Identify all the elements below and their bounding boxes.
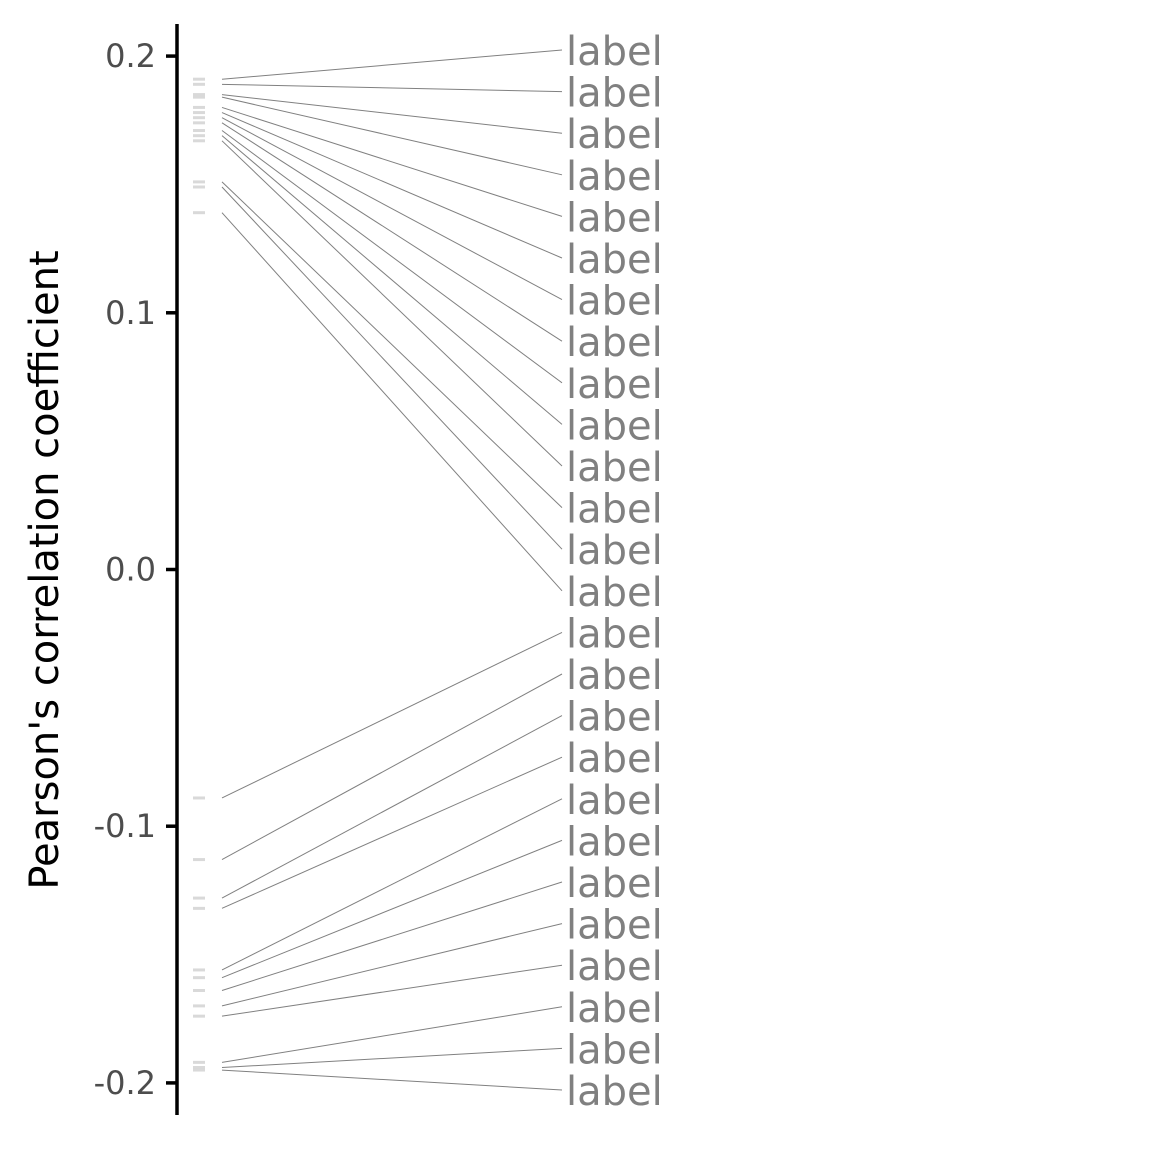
label-connector xyxy=(221,212,563,592)
label-connector xyxy=(221,923,563,1007)
point-label: label xyxy=(566,362,663,408)
label-connector xyxy=(221,140,563,467)
label-connector xyxy=(221,106,563,217)
point-label: label xyxy=(566,71,663,117)
point-label: label xyxy=(566,986,663,1032)
label-connector xyxy=(221,181,563,508)
point-label: label xyxy=(566,403,663,449)
label-connector xyxy=(221,715,563,899)
label-connector xyxy=(221,631,563,799)
point-label: label xyxy=(566,778,663,824)
y-tick-label: -0.1 xyxy=(94,807,156,845)
label-connector xyxy=(221,1006,563,1063)
label-connector xyxy=(221,117,563,301)
point-markers xyxy=(193,77,205,1072)
label-connector xyxy=(221,964,563,1017)
point-label: label xyxy=(566,154,663,200)
point-label: label xyxy=(566,944,663,990)
label-connector xyxy=(221,96,563,176)
point-label: label xyxy=(566,819,663,865)
label-connector xyxy=(221,881,563,991)
point-label: label xyxy=(566,736,663,782)
point-label: label xyxy=(566,653,663,699)
point-label: label xyxy=(566,903,663,949)
label-connector xyxy=(221,130,563,384)
y-tick-label: 0.1 xyxy=(105,294,156,332)
point-label: label xyxy=(566,320,663,366)
label-connector xyxy=(221,756,563,909)
label-connector xyxy=(221,83,563,93)
point-labels: labellabellabellabellabellabellabellabel… xyxy=(566,29,663,1115)
label-connector xyxy=(221,49,563,80)
label-connector xyxy=(221,798,563,971)
point-label: label xyxy=(566,279,663,325)
label-connector xyxy=(221,94,563,134)
label-connector xyxy=(221,1047,563,1069)
point-label: label xyxy=(566,29,663,75)
label-connector xyxy=(221,112,563,259)
point-label: label xyxy=(566,570,663,616)
y-axis-ticks: 0.2 0.1 0.0 -0.1 -0.2 xyxy=(94,37,177,1102)
y-tick-label: 0.0 xyxy=(105,551,156,589)
label-connector xyxy=(221,122,563,342)
point-label: label xyxy=(566,237,663,283)
point-label: label xyxy=(566,695,663,741)
point-label: label xyxy=(566,195,663,241)
label-connectors xyxy=(221,49,563,1091)
point-label: label xyxy=(566,1027,663,1073)
point-label: label xyxy=(566,1069,663,1115)
point-label: label xyxy=(566,528,663,574)
label-connector xyxy=(221,673,563,861)
label-connector xyxy=(221,839,563,979)
label-connector xyxy=(221,135,563,425)
label-connector xyxy=(221,1069,563,1091)
y-tick-label: 0.2 xyxy=(105,37,156,75)
point-label: label xyxy=(566,611,663,657)
y-tick-label: -0.2 xyxy=(94,1064,156,1102)
point-label: label xyxy=(566,487,663,533)
point-label: label xyxy=(566,861,663,907)
label-connector xyxy=(221,186,563,550)
point-label: label xyxy=(566,445,663,491)
point-label: label xyxy=(566,112,663,158)
y-axis-title: Pearson's correlation coefficient xyxy=(22,250,68,889)
